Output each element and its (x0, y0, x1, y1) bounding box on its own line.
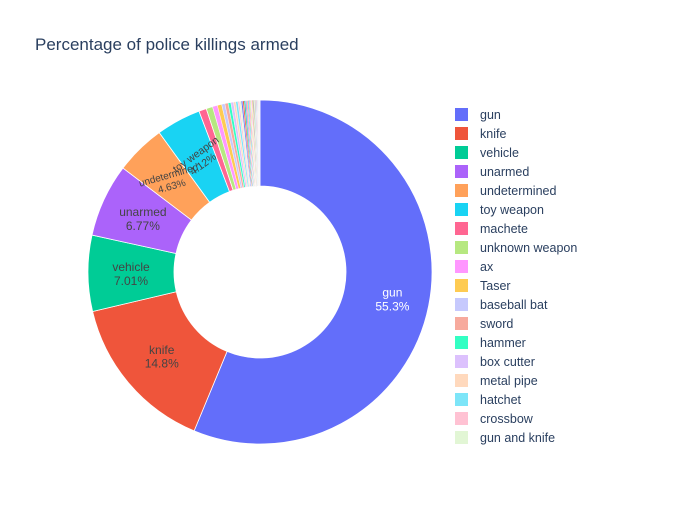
legend-swatch (455, 298, 468, 311)
legend-item-knife[interactable]: knife (455, 124, 577, 143)
legend-item-hammer[interactable]: hammer (455, 333, 577, 352)
legend-swatch (455, 279, 468, 292)
legend-item-vehicle[interactable]: vehicle (455, 143, 577, 162)
legend-item-baseball-bat[interactable]: baseball bat (455, 295, 577, 314)
legend-label: Taser (480, 278, 511, 293)
legend-item-sword[interactable]: sword (455, 314, 577, 333)
slice-label-knife: knife 14.8% (145, 343, 179, 371)
legend-swatch (455, 336, 468, 349)
legend-label: box cutter (480, 354, 535, 369)
legend-item-ax[interactable]: ax (455, 257, 577, 276)
legend-swatch (455, 374, 468, 387)
legend-label: unknown weapon (480, 240, 578, 255)
legend-swatch (455, 184, 468, 197)
legend-swatch (455, 165, 468, 178)
legend-swatch (455, 146, 468, 159)
chart-title: Percentage of police killings armed (35, 35, 299, 54)
legend-item-unarmed[interactable]: unarmed (455, 162, 577, 181)
legend-item-metal-pipe[interactable]: metal pipe (455, 371, 577, 390)
legend-swatch (455, 108, 468, 121)
legend-swatch (455, 355, 468, 368)
legend-swatch (455, 260, 468, 273)
legend-label: baseball bat (480, 297, 548, 312)
legend-label: gun (480, 107, 501, 122)
legend-label: machete (480, 221, 528, 236)
legend-label: vehicle (480, 145, 519, 160)
legend-label: gun and knife (480, 430, 556, 445)
legend-swatch (455, 127, 468, 140)
legend-item-gun[interactable]: gun (455, 105, 577, 124)
slice-label-unarmed: unarmed 6.77% (119, 205, 166, 233)
legend-label: toy weapon (480, 202, 544, 217)
legend-swatch (455, 222, 468, 235)
legend-item-taser[interactable]: Taser (455, 276, 577, 295)
legend-label: metal pipe (480, 373, 538, 388)
legend-label: undetermined (480, 183, 557, 198)
legend-label: unarmed (480, 164, 530, 179)
legend-label: knife (480, 126, 507, 141)
legend-label: ax (480, 259, 494, 274)
legend-swatch (455, 412, 468, 425)
legend-item-undetermined[interactable]: undetermined (455, 181, 577, 200)
legend-label: crossbow (480, 411, 533, 426)
legend: gun knife vehicle unarmed undetermined toy we… (455, 105, 577, 447)
legend-swatch (455, 203, 468, 216)
legend-swatch (455, 241, 468, 254)
legend-item-crossbow[interactable]: crossbow (455, 409, 577, 428)
legend-item-hatchet[interactable]: hatchet (455, 390, 577, 409)
slices-group (87, 99, 433, 445)
legend-label: sword (480, 316, 514, 331)
legend-item-box-cutter[interactable]: box cutter (455, 352, 577, 371)
legend-swatch (455, 393, 468, 406)
legend-label: hatchet (480, 392, 522, 407)
legend-swatch (455, 317, 468, 330)
legend-swatch (455, 431, 468, 444)
legend-label: hammer (480, 335, 526, 350)
slice-gun[interactable] (193, 99, 433, 445)
slice-label-vehicle: vehicle 7.01% (112, 260, 150, 288)
slice-label-gun: gun 55.3% (375, 286, 409, 314)
legend-item-toy-weapon[interactable]: toy weapon (455, 200, 577, 219)
legend-item-gun-and-knife[interactable]: gun and knife (455, 428, 577, 447)
legend-item-machete[interactable]: machete (455, 219, 577, 238)
legend-item-unknown-weapon[interactable]: unknown weapon (455, 238, 577, 257)
